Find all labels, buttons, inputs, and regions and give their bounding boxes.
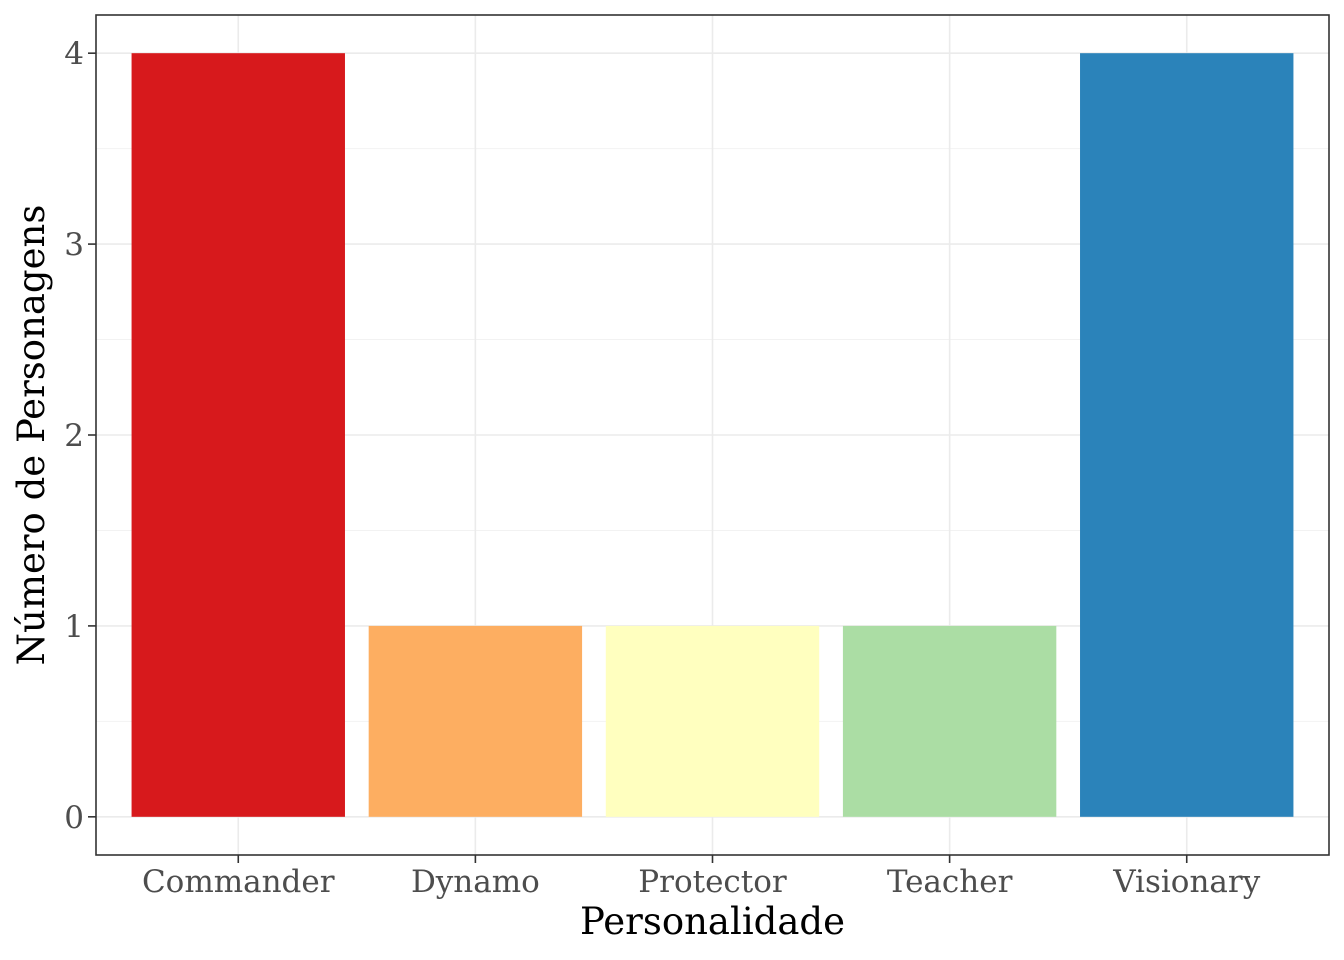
x-tick-label: Protector bbox=[638, 864, 787, 900]
bar-visionary bbox=[1080, 53, 1294, 817]
y-tick-label: 4 bbox=[64, 36, 84, 72]
y-axis-title: Número de Personagens bbox=[10, 205, 53, 666]
x-tick-label: Visionary bbox=[1112, 864, 1261, 900]
y-axis-tick-labels: 0 1 2 3 4 bbox=[64, 36, 84, 836]
bar-commander bbox=[131, 53, 345, 817]
bar-teacher bbox=[842, 625, 1057, 817]
y-tick-label: 2 bbox=[64, 418, 84, 454]
bar-protector bbox=[605, 625, 820, 817]
bar-dynamo bbox=[368, 625, 583, 817]
y-tick-label: 0 bbox=[64, 800, 84, 836]
y-tick-label: 1 bbox=[64, 609, 84, 645]
axis-ticks bbox=[88, 52, 1188, 863]
x-tick-label: Commander bbox=[142, 864, 335, 900]
bars bbox=[131, 53, 1294, 817]
y-tick-label: 3 bbox=[64, 227, 84, 263]
x-tick-label: Teacher bbox=[887, 864, 1013, 900]
x-axis-tick-labels: Commander Dynamo Protector Teacher Visionary bbox=[142, 864, 1261, 900]
x-tick-label: Dynamo bbox=[411, 864, 540, 900]
x-axis-title: Personalidade bbox=[580, 900, 845, 943]
